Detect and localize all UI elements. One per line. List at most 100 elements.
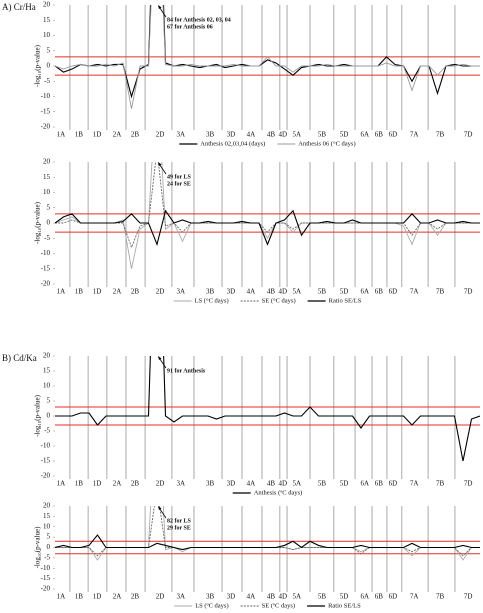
x-tick-label: 3B	[206, 131, 215, 139]
x-tick-label: 3B	[206, 480, 215, 488]
annotation-arrowhead	[158, 162, 162, 166]
annotation: 84 for Anthesis 02, 03, 04	[167, 17, 231, 23]
x-tick-label: 4D	[279, 131, 288, 139]
x-tick-label: 1D	[93, 593, 102, 601]
legend: Anthesis 02,03,04 (days) Anthesis 06 (°C …	[179, 140, 356, 147]
y-tick-label: 0	[47, 219, 51, 227]
legend-label: Anthesis (ºC days)	[254, 489, 303, 496]
y-tick-label: 20	[43, 158, 51, 166]
x-tick-label: 1A	[57, 288, 66, 296]
series-line	[55, 356, 480, 462]
x-tick-label: 2D	[156, 288, 165, 296]
legend-label: LS (ºC days)	[195, 602, 228, 609]
x-tick-label: 6B	[375, 131, 384, 139]
x-tick-label: 1A	[57, 480, 66, 488]
y-tick-label: -5	[44, 427, 50, 435]
x-tick-label: 7B	[436, 131, 445, 139]
panel-label: A) Cr/Ha	[2, 2, 36, 12]
y-tick-label: 0	[47, 62, 51, 70]
y-axis-label: -log₁₀(p-value)	[34, 394, 42, 436]
x-tick-label: 5B	[318, 288, 327, 296]
y-tick-label: -10	[41, 249, 51, 257]
x-tick-label: 4B	[267, 288, 276, 296]
y-tick-label: -20	[41, 472, 51, 480]
x-tick-label: 4B	[267, 480, 276, 488]
y-tick-label: -10	[41, 442, 51, 450]
annotation: 82 for LS	[167, 518, 192, 524]
x-tick-label: 1D	[93, 480, 102, 488]
x-tick-label: 3A	[177, 288, 186, 296]
x-tick-label: 2D	[156, 593, 165, 601]
x-tick-label: 6A	[361, 593, 370, 601]
x-tick-label: 1A	[57, 593, 66, 601]
y-tick-label: -15	[41, 107, 51, 115]
x-tick-label: 1B	[75, 480, 84, 488]
x-tick-label: 3A	[177, 593, 186, 601]
y-tick-label: 15	[43, 173, 51, 181]
x-tick-label: 1B	[75, 288, 84, 296]
y-tick-label: -20	[41, 280, 51, 288]
y-tick-label: 5	[47, 203, 51, 211]
x-tick-label: 4A	[247, 131, 256, 139]
panel-label: B) Cd/Ka	[2, 353, 37, 363]
series-line	[55, 162, 480, 269]
x-tick-label: 1B	[75, 131, 84, 139]
x-tick-label: 2B	[131, 288, 140, 296]
x-tick-label: 1B	[75, 593, 84, 601]
legend-label: LS (°C days)	[195, 297, 229, 304]
x-tick-label: 7B	[436, 288, 445, 296]
x-tick-label: 5A	[293, 593, 302, 601]
x-tick-label: 3D	[227, 480, 236, 488]
x-tick-label: 3A	[177, 131, 186, 139]
y-tick-label: 15	[43, 367, 51, 375]
x-tick-label: 6A	[361, 131, 370, 139]
y-tick-label: 15	[43, 512, 51, 520]
x-tick-label: 4A	[247, 288, 256, 296]
x-tick-label: 2B	[131, 480, 140, 488]
x-tick-label: 4D	[279, 593, 288, 601]
y-tick-label: -10	[41, 564, 51, 572]
y-tick-label: -5	[44, 77, 50, 85]
series-line	[55, 162, 480, 249]
annotation: 29 for SE	[167, 525, 191, 531]
x-tick-label: 5D	[340, 288, 349, 296]
x-tick-label: 6D	[389, 480, 398, 488]
x-tick-label: 3D	[227, 288, 236, 296]
legend-label: Anthesis 02,03,04 (days)	[200, 140, 265, 147]
y-axis-label: -log₁₀(p-value)	[34, 526, 42, 568]
x-tick-label: 7D	[464, 593, 473, 601]
y-tick-label: 5	[47, 533, 51, 541]
legend: LS (ºC days) SE (ºC days) Ratio SE/LS	[174, 602, 361, 609]
x-tick-label: 7D	[464, 480, 473, 488]
x-tick-label: 2A	[113, 288, 122, 296]
x-tick-label: 7A	[410, 480, 419, 488]
x-tick-label: 4D	[279, 480, 288, 488]
annotation: 67 for Anthesis 06	[167, 24, 213, 30]
x-tick-label: 2B	[131, 131, 140, 139]
x-tick-label: 1D	[93, 131, 102, 139]
y-tick-label: -5	[44, 553, 50, 561]
x-tick-label: 3D	[227, 131, 236, 139]
x-tick-label: 6A	[361, 288, 370, 296]
x-tick-label: 5A	[293, 131, 302, 139]
series-line	[55, 5, 480, 109]
y-tick-label: 15	[43, 16, 51, 24]
x-tick-label: 7B	[436, 593, 445, 601]
legend-label: Anthesis 06 (°C days)	[298, 140, 355, 147]
y-tick-label: 10	[43, 31, 51, 39]
annotation-arrowhead	[158, 506, 162, 510]
y-axis-label: -log₁₀(p-value)	[34, 201, 42, 243]
x-tick-label: 4B	[267, 593, 276, 601]
x-tick-label: 7A	[410, 593, 419, 601]
y-tick-label: -15	[41, 574, 51, 582]
x-tick-label: 1A	[57, 131, 66, 139]
legend: Anthesis (ºC days)	[232, 489, 303, 496]
y-axis-label: -log₁₀(p-value)	[34, 44, 42, 86]
series-line	[55, 5, 480, 99]
x-tick-label: 5B	[318, 480, 327, 488]
y-tick-label: 0	[47, 412, 51, 420]
y-tick-label: 20	[43, 1, 51, 9]
y-tick-label: 10	[43, 522, 51, 530]
series-line	[55, 209, 480, 247]
x-tick-label: 2A	[113, 593, 122, 601]
